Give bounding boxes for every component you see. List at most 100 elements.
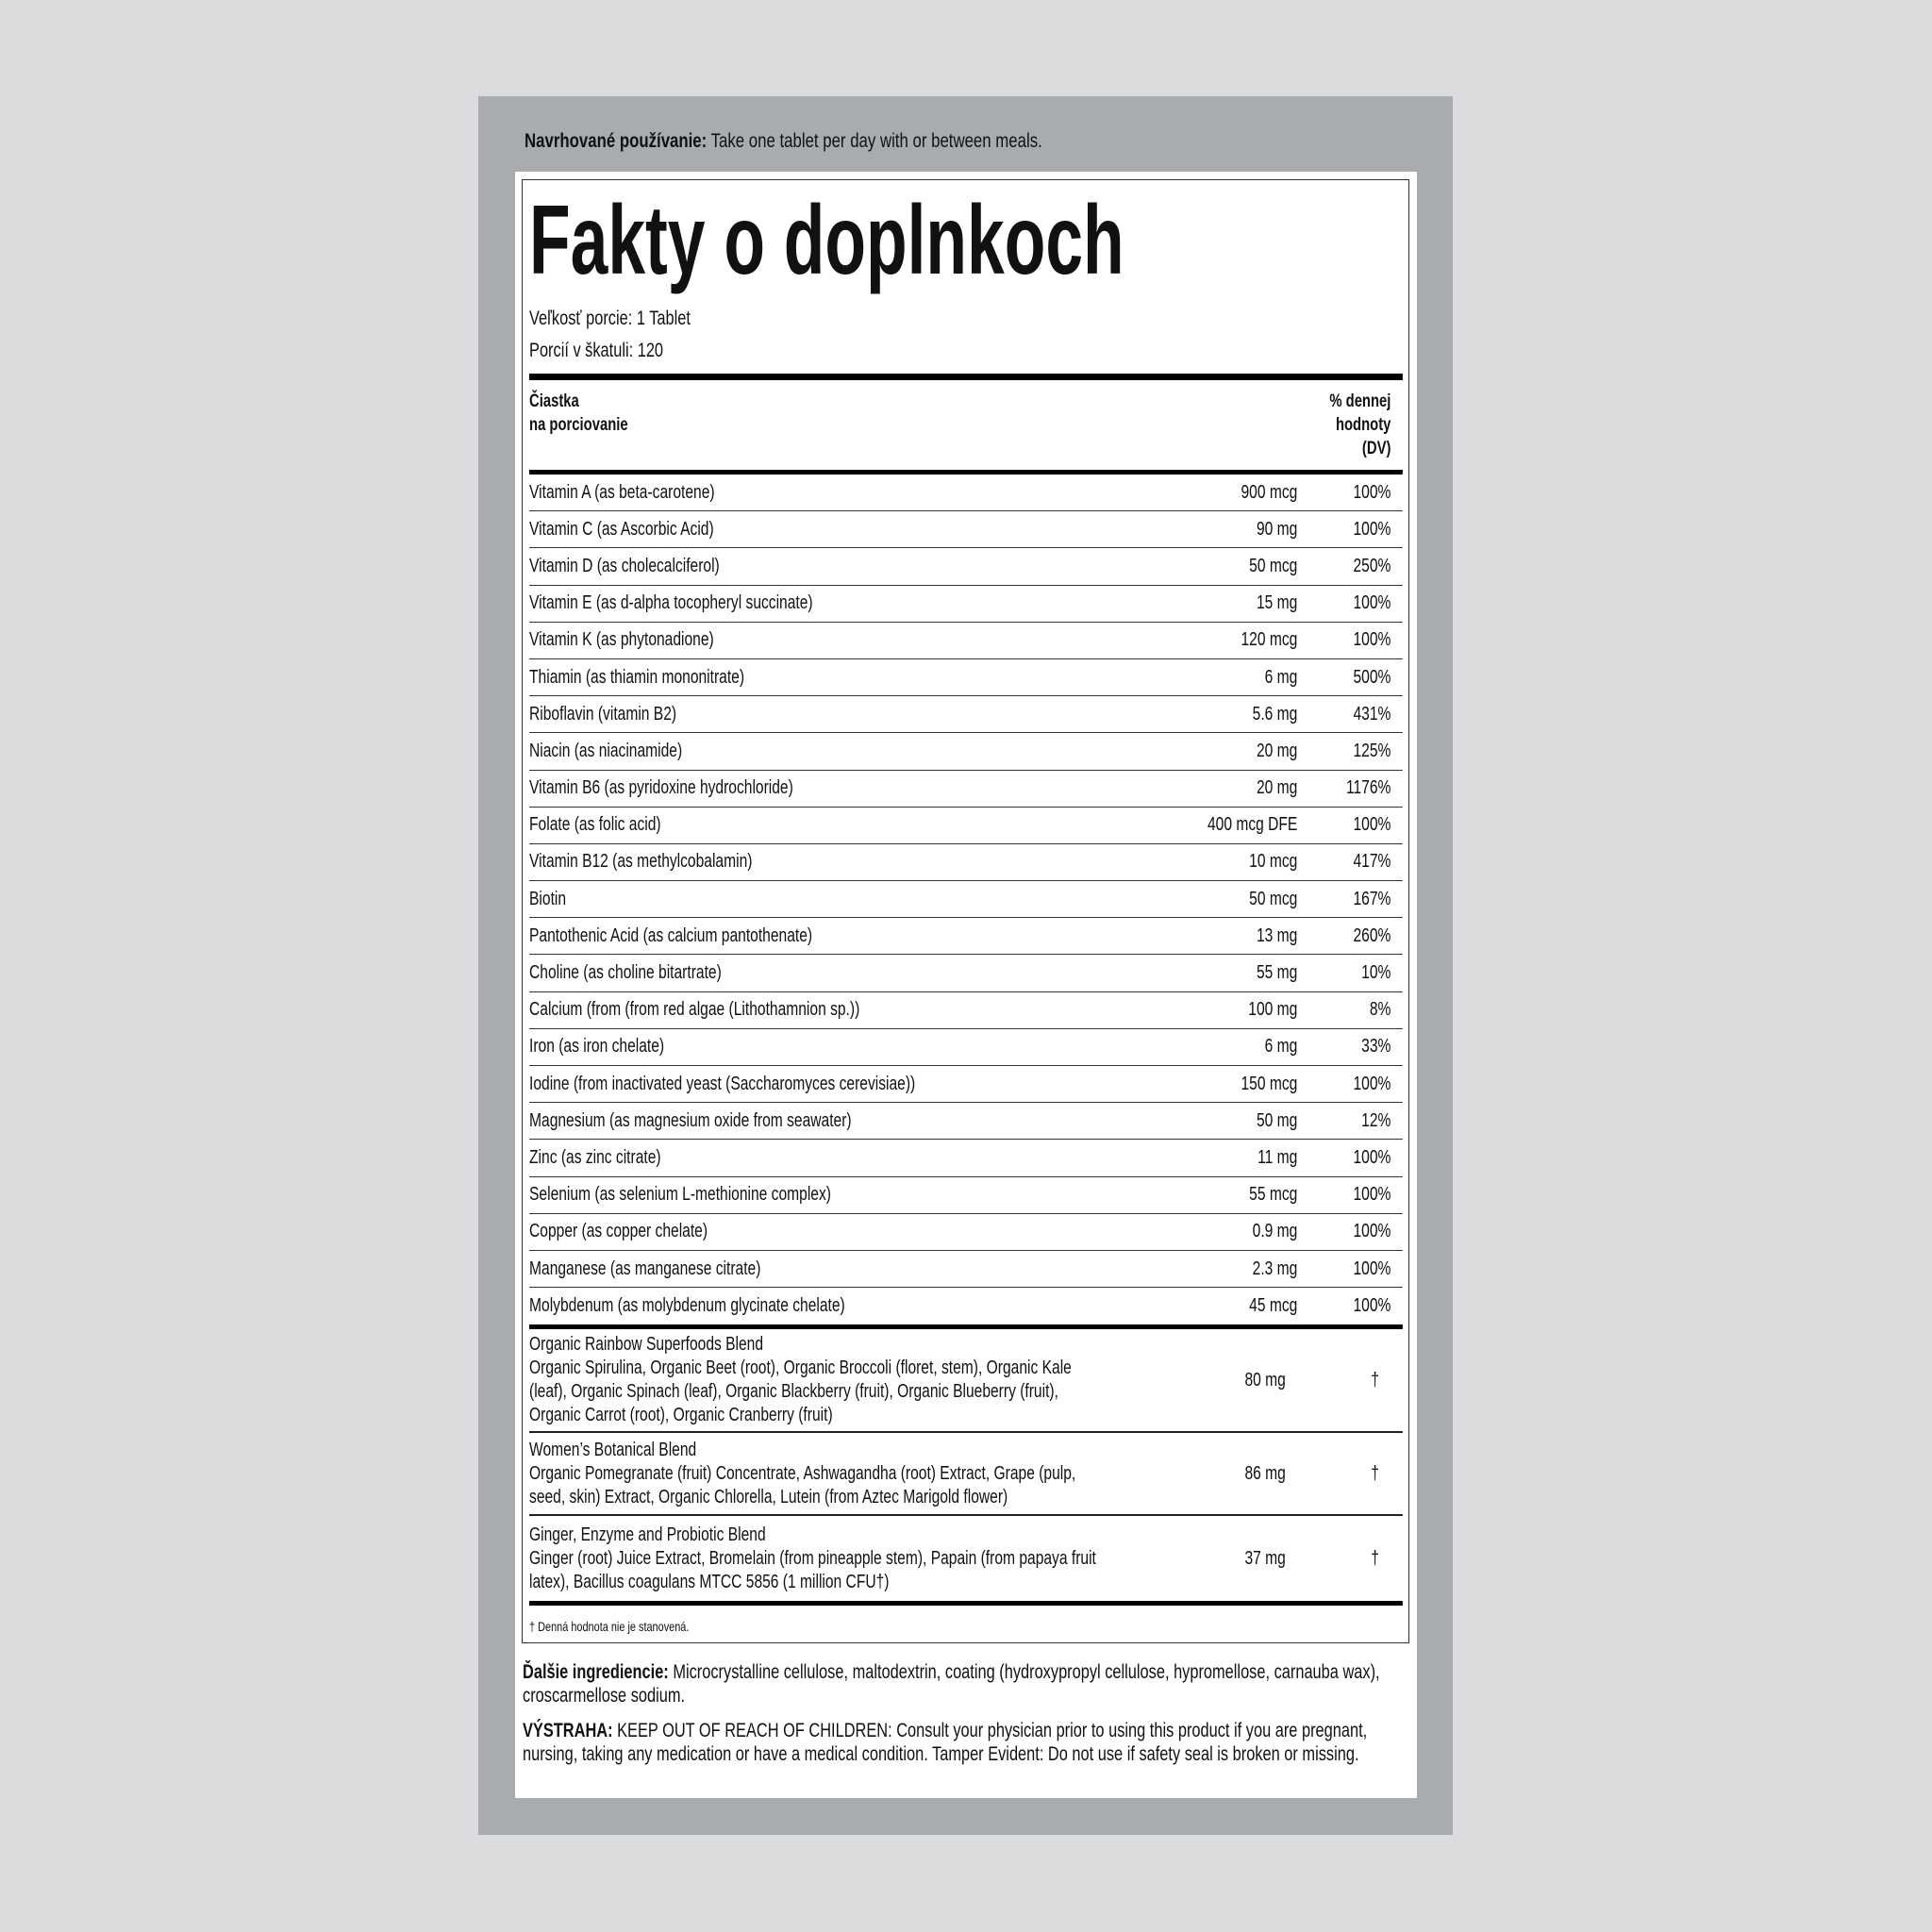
nutrient-amount: 100 mg <box>1248 999 1298 1021</box>
nutrient-dv: 417% <box>1353 851 1391 873</box>
blend-row: Organic Rainbow Superfoods Blend Organic … <box>529 1329 1403 1434</box>
nutrient-dv: 8% <box>1369 999 1391 1021</box>
nutrient-amount: 2.3 mg <box>1252 1257 1298 1279</box>
nutrient-amount: 11 mg <box>1257 1146 1298 1168</box>
suggested-use-text: Take one tablet per day with or between … <box>710 130 1042 152</box>
nutrient-name: Copper (as copper chelate) <box>529 1221 708 1242</box>
nutrient-row: Iodine (from inactivated yeast (Saccharo… <box>529 1066 1403 1104</box>
nutrient-dv: 100% <box>1353 1295 1391 1317</box>
nutrient-name: Molybdenum (as molybdenum glycinate chel… <box>529 1295 845 1317</box>
nutrient-row: Vitamin E (as d-alpha tocopheryl succina… <box>529 586 1403 623</box>
nutrient-amount: 13 mg <box>1256 924 1298 946</box>
nutrient-name: Vitamin B6 (as pyridoxine hydrochloride) <box>529 777 793 799</box>
nutrient-row: Calcium (from (from red algae (Lithotham… <box>529 992 1403 1029</box>
nutrient-dv: 12% <box>1361 1109 1391 1131</box>
nutrient-row: Folate (as folic acid) 400 mcg DFE 100% <box>529 808 1403 844</box>
suggested-use-label: Navrhované používanie: <box>525 130 708 152</box>
nutrient-name: Niacin (as niacinamide) <box>529 740 683 761</box>
nutrient-dv: 431% <box>1353 703 1391 724</box>
nutrient-name: Folate (as folic acid) <box>529 814 661 836</box>
nutrient-dv: 100% <box>1353 629 1391 651</box>
facts-title: Fakty o doplnkoch <box>529 186 1124 295</box>
blend-dv: † <box>1371 1547 1379 1569</box>
nutrient-row: Vitamin K (as phytonadione) 120 mcg 100% <box>529 623 1403 659</box>
nutrient-dv: 1176% <box>1345 777 1391 799</box>
nutrient-dv: 250% <box>1353 555 1391 576</box>
nutrient-dv: 100% <box>1353 1221 1391 1242</box>
nutrient-name: Vitamin K (as phytonadione) <box>529 629 714 651</box>
blend-name: Organic Rainbow Superfoods Blend <box>529 1334 764 1356</box>
nutrient-row: Choline (as choline bitartrate) 55 mg 10% <box>529 955 1403 992</box>
nutrient-dv: 100% <box>1353 1146 1391 1168</box>
nutrient-dv: 100% <box>1353 1073 1391 1094</box>
nutrient-amount: 400 mcg DFE <box>1207 814 1298 836</box>
dv-header-2: hodnoty <box>1335 415 1391 435</box>
nutrient-name: Vitamin E (as d-alpha tocopheryl succina… <box>529 592 813 614</box>
facts-card: Fakty o doplnkoch Veľkosť porcie: 1 Tabl… <box>515 172 1417 1798</box>
suggested-use: Navrhované používanie: Take one tablet p… <box>525 130 1042 153</box>
nutrient-row: Zinc (as zinc citrate) 11 mg 100% <box>529 1140 1403 1177</box>
nutrient-row: Riboflavin (vitamin B2) 5.6 mg 431% <box>529 696 1403 734</box>
warning-text: KEEP OUT OF REACH OF CHILDREN: Consult y… <box>523 1720 1368 1765</box>
nutrient-amount: 55 mcg <box>1249 1184 1298 1206</box>
blend-amount: 80 mg <box>1244 1369 1286 1391</box>
blend-detail: Ginger (root) Juice Extract, Bromelain (… <box>529 1547 1096 1592</box>
thick-divider <box>529 374 1403 380</box>
nutrient-dv: 167% <box>1353 888 1391 909</box>
nutrient-amount: 90 mg <box>1256 518 1298 540</box>
nutrient-amount: 50 mcg <box>1249 888 1298 909</box>
nutrient-dv: 10% <box>1361 962 1391 984</box>
footnote: † Denná hodnota nie je stanovená. <box>529 1619 690 1635</box>
nutrient-row: Pantothenic Acid (as calcium pantothenat… <box>529 918 1403 956</box>
nutrient-amount: 55 mg <box>1256 962 1298 984</box>
nutrient-name: Vitamin A (as beta-carotene) <box>529 481 715 503</box>
nutrient-row: Vitamin C (as Ascorbic Acid) 90 mg 100% <box>529 511 1403 549</box>
blend-name: Ginger, Enzyme and Probiotic Blend <box>529 1524 766 1545</box>
blend-detail: Organic Pomegranate (fruit) Concentrate,… <box>529 1462 1076 1507</box>
nutrient-name: Magnesium (as magnesium oxide from seawa… <box>529 1109 852 1131</box>
nutrient-dv: 260% <box>1353 924 1391 946</box>
nutrient-dv: 100% <box>1353 1257 1391 1279</box>
nutrient-amount: 20 mg <box>1256 740 1298 761</box>
other-ingredients-label: Ďalšie ingrediencie: <box>523 1661 669 1683</box>
nutrient-amount: 120 mcg <box>1241 629 1298 651</box>
blend-amount: 37 mg <box>1244 1547 1286 1569</box>
nutrient-row: Vitamin A (as beta-carotene) 900 mcg 100% <box>529 475 1403 512</box>
nutrient-name: Vitamin B12 (as methylcobalamin) <box>529 851 753 873</box>
nutrient-amount: 6 mg <box>1264 1036 1298 1058</box>
nutrient-row: Iron (as iron chelate) 6 mg 33% <box>529 1029 1403 1066</box>
other-ingredients-text: Microcrystalline cellulose, maltodextrin… <box>523 1661 1380 1707</box>
nutrient-row: Molybdenum (as molybdenum glycinate chel… <box>529 1288 1403 1324</box>
nutrient-name: Iron (as iron chelate) <box>529 1036 665 1058</box>
nutrient-row: Vitamin B6 (as pyridoxine hydrochloride)… <box>529 771 1403 808</box>
nutrient-row: Vitamin B12 (as methylcobalamin) 10 mcg 41… <box>529 844 1403 882</box>
amount-header-2: na porciovanie <box>529 415 628 435</box>
nutrient-name: Vitamin D (as cholecalciferol) <box>529 555 720 576</box>
nutrient-name: Iodine (from inactivated yeast (Saccharo… <box>529 1073 916 1094</box>
thick-divider <box>529 1601 1403 1607</box>
nutrient-amount: 6 mg <box>1264 666 1298 688</box>
nutrient-dv: 33% <box>1361 1036 1391 1058</box>
warning-label: VÝSTRAHA: <box>523 1720 613 1741</box>
nutrient-dv: 500% <box>1353 666 1391 688</box>
nutrient-row: Niacin (as niacinamide) 20 mg 125% <box>529 733 1403 771</box>
nutrient-name: Riboflavin (vitamin B2) <box>529 703 677 724</box>
nutrient-name: Biotin <box>529 888 567 909</box>
table-header: Čiastka na porciovanie % dennej hodnoty (DV… <box>529 380 1403 470</box>
nutrient-amount: 45 mcg <box>1249 1295 1298 1317</box>
blend-amount: 86 mg <box>1244 1462 1286 1484</box>
nutrient-row: Magnesium (as magnesium oxide from seawa… <box>529 1103 1403 1141</box>
nutrient-dv: 100% <box>1353 1184 1391 1206</box>
amount-header-1: Čiastka <box>529 391 579 411</box>
nutrient-name: Choline (as choline bitartrate) <box>529 962 722 984</box>
other-ingredients: Ďalšie ingrediencie: Microcrystalline ce… <box>523 1660 1410 1707</box>
nutrient-rows: Vitamin A (as beta-carotene) 900 mcg 100% V… <box>529 475 1403 1324</box>
nutrient-dv: 100% <box>1353 814 1391 836</box>
nutrient-amount: 10 mcg <box>1249 851 1298 873</box>
blend-dv: † <box>1371 1462 1379 1484</box>
blend-row: Women’s Botanical Blend Organic Pomegrana… <box>529 1433 1403 1517</box>
nutrient-row: Copper (as copper chelate) 0.9 mg 100% <box>529 1214 1403 1251</box>
nutrient-dv: 125% <box>1353 740 1391 761</box>
nutrient-dv: 100% <box>1353 592 1391 614</box>
nutrient-row: Vitamin D (as cholecalciferol) 50 mcg 250% <box>529 548 1403 586</box>
